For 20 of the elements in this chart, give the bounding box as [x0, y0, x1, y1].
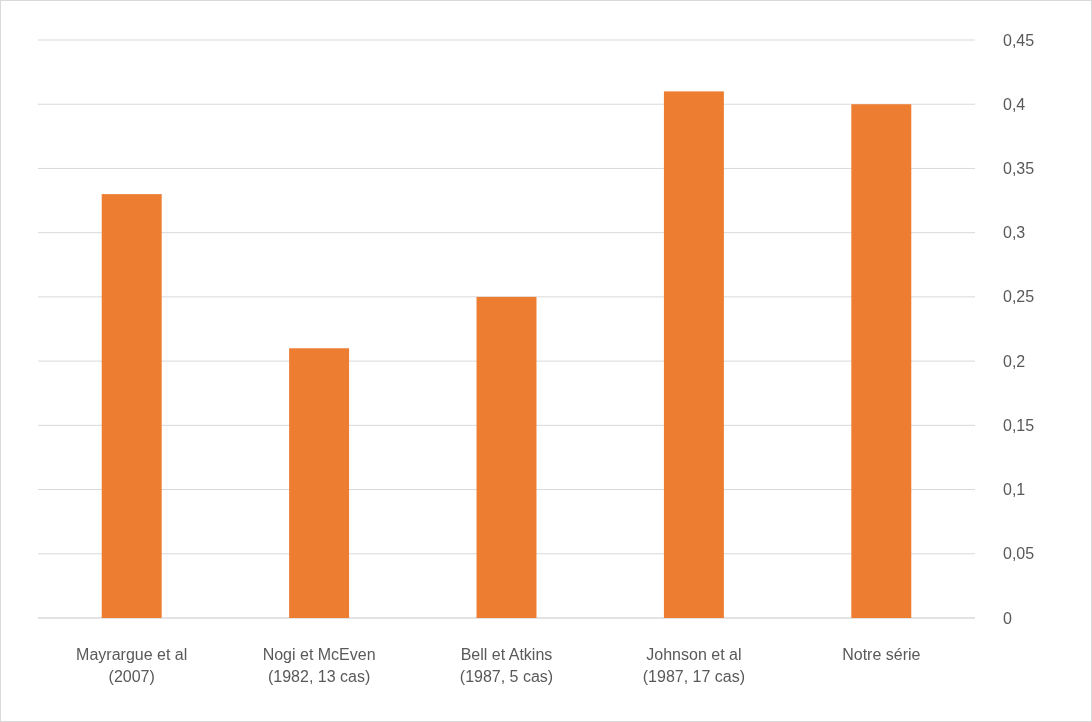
x-tick-label: Bell et Atkins (1987, 5 cas) [459, 646, 554, 685]
bar [476, 296, 537, 618]
y-tick-label: 0,3 [1003, 224, 1026, 242]
bar [851, 104, 912, 618]
x-tick-label: Mayrargue et al (2007) [76, 646, 188, 685]
y-tick-label: 0,35 [1003, 160, 1035, 178]
bar [101, 194, 162, 618]
y-tick-label: 0,4 [1003, 95, 1026, 113]
y-tick-label: 0,2 [1003, 352, 1026, 370]
x-tick-label: Notre série [842, 646, 921, 663]
x-tick-label: Johnson et al (1987, 17 cas) [642, 646, 746, 685]
y-tick-label: 0,45 [1003, 31, 1035, 49]
y-tick-label: 0,1 [1003, 481, 1026, 499]
y-tick-label: 0,05 [1003, 545, 1035, 563]
bar [289, 348, 350, 618]
y-tick-label: 0 [1003, 609, 1012, 627]
y-tick-label: 0,25 [1003, 288, 1035, 306]
bar [663, 91, 724, 618]
x-tick-label: Nogi et McEven (1982, 13 cas) [262, 646, 376, 685]
y-tick-label: 0,15 [1003, 416, 1035, 434]
